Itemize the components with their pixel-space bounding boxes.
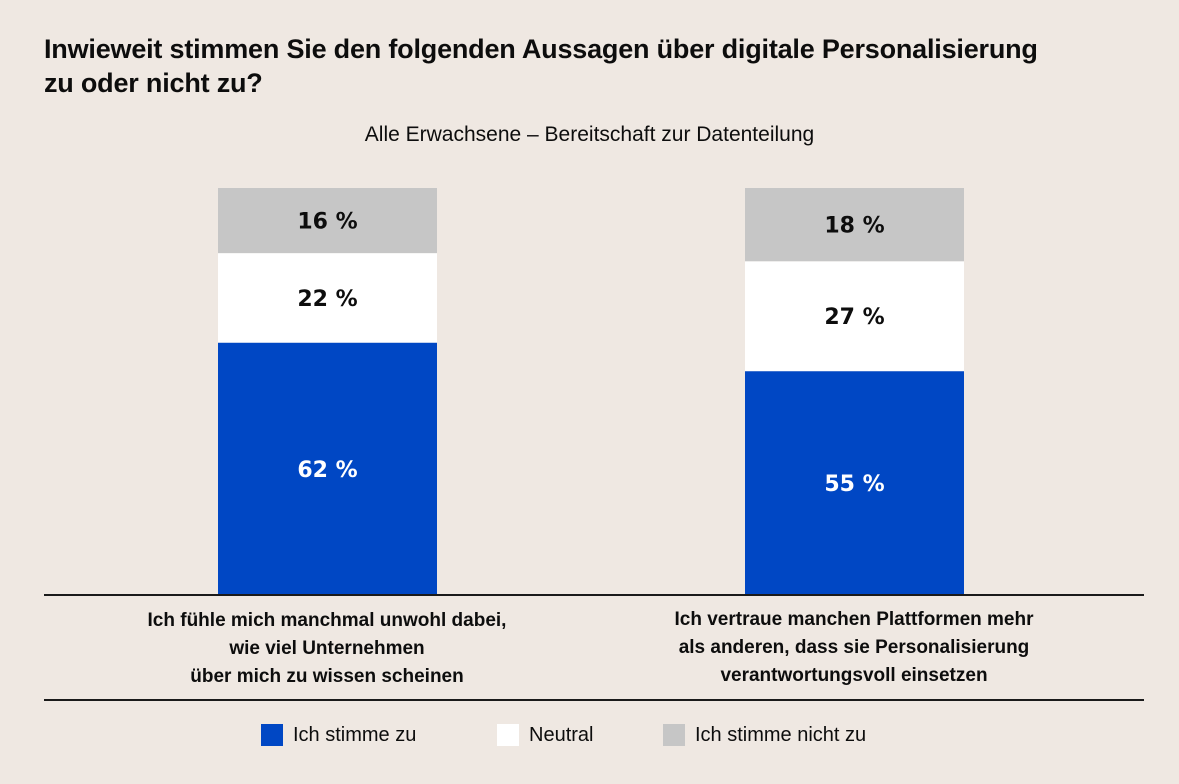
- bar-segment-agree-2: [745, 371, 964, 595]
- legend-item-neutral: Neutral: [497, 721, 593, 749]
- legend-item-disagree: Ich stimme nicht zu: [663, 721, 866, 749]
- bar-segment-disagree-1: [218, 188, 437, 254]
- category-label-2-line: Ich vertraue manchen Plattformen mehr: [674, 609, 1034, 630]
- legend-label-agree: Ich stimme zu: [293, 724, 417, 746]
- data-label-disagree-2: 18 %: [824, 214, 884, 239]
- data-label-agree-2: 55 %: [824, 472, 884, 497]
- category-label-1-line: wie viel Unternehmen: [229, 638, 425, 659]
- category-label-2-line: als anderen, dass sie Personalisierung: [678, 637, 1030, 658]
- data-label-neutral-1: 22 %: [297, 287, 357, 312]
- legend-item-agree: Ich stimme zu: [261, 721, 416, 749]
- bar-segment-neutral-1: [218, 253, 437, 343]
- baseline-rule: [44, 594, 1144, 596]
- chart-subtitle-text: Alle Erwachsene – Bereitschaft zur Daten…: [364, 123, 815, 146]
- data-label-disagree-1: 16 %: [297, 210, 357, 235]
- category-label-2-line: verantwortungsvoll einsetzen: [720, 665, 988, 686]
- bar-segment-neutral-2: [745, 261, 964, 372]
- bar-segment-disagree-2: [745, 188, 964, 262]
- bottom-rule: [44, 699, 1144, 701]
- data-label-agree-1: 62 %: [297, 458, 357, 483]
- chart-title: Inwieweit stimmen Sie den folgenden Auss…: [44, 34, 1038, 98]
- chart-subtitle: Alle Erwachsene – Bereitschaft zur Daten…: [0, 121, 1179, 149]
- legend: Ich stimme zu Neutral Ich stimme nicht z…: [0, 721, 1179, 751]
- category-label-1: Ich fühle mich manchmal unwohl dabei, wi…: [57, 607, 597, 691]
- category-label-1-line: über mich zu wissen scheinen: [190, 666, 464, 687]
- legend-label-neutral: Neutral: [529, 724, 594, 746]
- category-label-1-line: Ich fühle mich manchmal unwohl dabei,: [147, 610, 507, 631]
- bar-segment-agree-1: [218, 342, 437, 595]
- legend-label-disagree: Ich stimme nicht zu: [695, 724, 867, 746]
- legend-swatch-disagree: [663, 724, 685, 746]
- legend-swatch-agree: [261, 724, 283, 746]
- legend-swatch-neutral: [497, 724, 519, 746]
- category-label-2: Ich vertraue manchen Plattformen mehr al…: [584, 606, 1124, 690]
- data-label-neutral-2: 27 %: [824, 305, 884, 330]
